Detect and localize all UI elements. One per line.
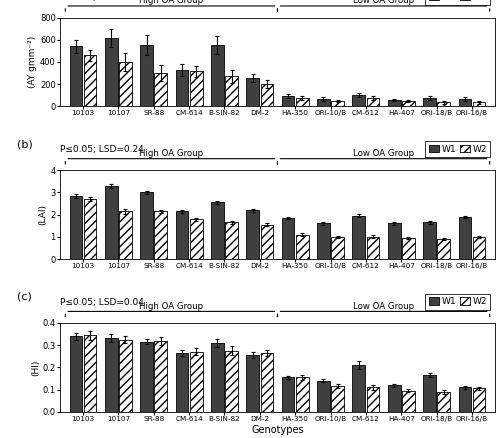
Bar bbox=[388, 385, 400, 412]
Bar bbox=[458, 387, 471, 412]
Bar bbox=[84, 335, 96, 412]
Bar bbox=[282, 377, 294, 412]
Bar bbox=[140, 342, 153, 412]
Text: P≤0.05; LSD=31.34: P≤0.05; LSD=31.34 bbox=[60, 0, 150, 2]
Bar bbox=[402, 391, 414, 412]
Bar bbox=[176, 70, 188, 106]
Bar bbox=[246, 78, 259, 106]
Bar bbox=[260, 353, 274, 412]
Bar bbox=[260, 84, 274, 106]
Bar bbox=[70, 336, 82, 412]
Bar bbox=[211, 202, 224, 259]
Bar bbox=[119, 339, 132, 412]
Legend: W1, W2: W1, W2 bbox=[425, 294, 490, 310]
Bar bbox=[211, 343, 224, 412]
Legend: W1, W2: W1, W2 bbox=[425, 0, 490, 4]
Bar bbox=[225, 223, 238, 259]
Bar bbox=[402, 101, 414, 106]
Text: High OA Group: High OA Group bbox=[140, 301, 203, 311]
Bar bbox=[352, 365, 365, 412]
Bar bbox=[438, 392, 450, 412]
Y-axis label: (AY gmm⁻²): (AY gmm⁻²) bbox=[28, 36, 37, 88]
Bar bbox=[70, 46, 82, 106]
Bar bbox=[366, 98, 380, 106]
Bar bbox=[332, 237, 344, 259]
Bar bbox=[70, 196, 82, 259]
Bar bbox=[458, 99, 471, 106]
Bar bbox=[119, 62, 132, 106]
Bar bbox=[190, 71, 202, 106]
Bar bbox=[84, 199, 96, 259]
Bar bbox=[246, 210, 259, 259]
Bar bbox=[388, 100, 400, 106]
Bar bbox=[119, 211, 132, 259]
Bar bbox=[190, 219, 202, 259]
Bar bbox=[225, 76, 238, 106]
Text: High OA Group: High OA Group bbox=[140, 149, 203, 158]
Bar bbox=[225, 351, 238, 412]
Bar bbox=[296, 235, 308, 259]
Bar bbox=[472, 389, 486, 412]
Bar bbox=[366, 237, 380, 259]
Bar bbox=[84, 55, 96, 106]
Bar bbox=[332, 386, 344, 412]
Bar bbox=[105, 38, 118, 106]
Bar bbox=[438, 239, 450, 259]
Bar bbox=[352, 95, 365, 106]
Bar bbox=[423, 375, 436, 412]
Text: High OA Group: High OA Group bbox=[140, 0, 203, 5]
Bar bbox=[423, 98, 436, 106]
Bar bbox=[176, 211, 188, 259]
Text: Low OA Group: Low OA Group bbox=[353, 301, 414, 311]
Bar bbox=[317, 223, 330, 259]
Legend: W1, W2: W1, W2 bbox=[425, 141, 490, 157]
Bar bbox=[260, 225, 274, 259]
Bar bbox=[105, 339, 118, 412]
Bar bbox=[282, 218, 294, 259]
Bar bbox=[388, 223, 400, 259]
Bar bbox=[423, 223, 436, 259]
Text: (b): (b) bbox=[16, 139, 32, 149]
Bar bbox=[190, 352, 202, 412]
X-axis label: Genotypes: Genotypes bbox=[251, 425, 304, 434]
Bar bbox=[296, 98, 308, 106]
Bar bbox=[154, 341, 167, 412]
Text: Low OA Group: Low OA Group bbox=[353, 149, 414, 158]
Bar bbox=[176, 353, 188, 412]
Bar bbox=[332, 101, 344, 106]
Bar bbox=[105, 186, 118, 259]
Bar bbox=[140, 192, 153, 259]
Text: Low OA Group: Low OA Group bbox=[353, 0, 414, 5]
Bar bbox=[246, 355, 259, 412]
Bar bbox=[211, 45, 224, 106]
Bar bbox=[458, 217, 471, 259]
Bar bbox=[282, 96, 294, 106]
Text: (c): (c) bbox=[16, 292, 32, 302]
Bar bbox=[352, 216, 365, 259]
Bar bbox=[154, 211, 167, 259]
Bar bbox=[296, 377, 308, 412]
Text: P≤0.05; LSD=0.04: P≤0.05; LSD=0.04 bbox=[60, 298, 144, 307]
Bar bbox=[140, 45, 153, 106]
Bar bbox=[472, 237, 486, 259]
Bar bbox=[154, 73, 167, 106]
Bar bbox=[317, 99, 330, 106]
Y-axis label: (HI): (HI) bbox=[31, 359, 40, 375]
Bar bbox=[317, 381, 330, 412]
Text: P≤0.05; LSD=0.24: P≤0.05; LSD=0.24 bbox=[60, 145, 144, 154]
Bar bbox=[402, 238, 414, 259]
Bar bbox=[366, 387, 380, 412]
Bar bbox=[472, 102, 486, 106]
Bar bbox=[438, 102, 450, 106]
Y-axis label: (LAI): (LAI) bbox=[38, 204, 48, 225]
